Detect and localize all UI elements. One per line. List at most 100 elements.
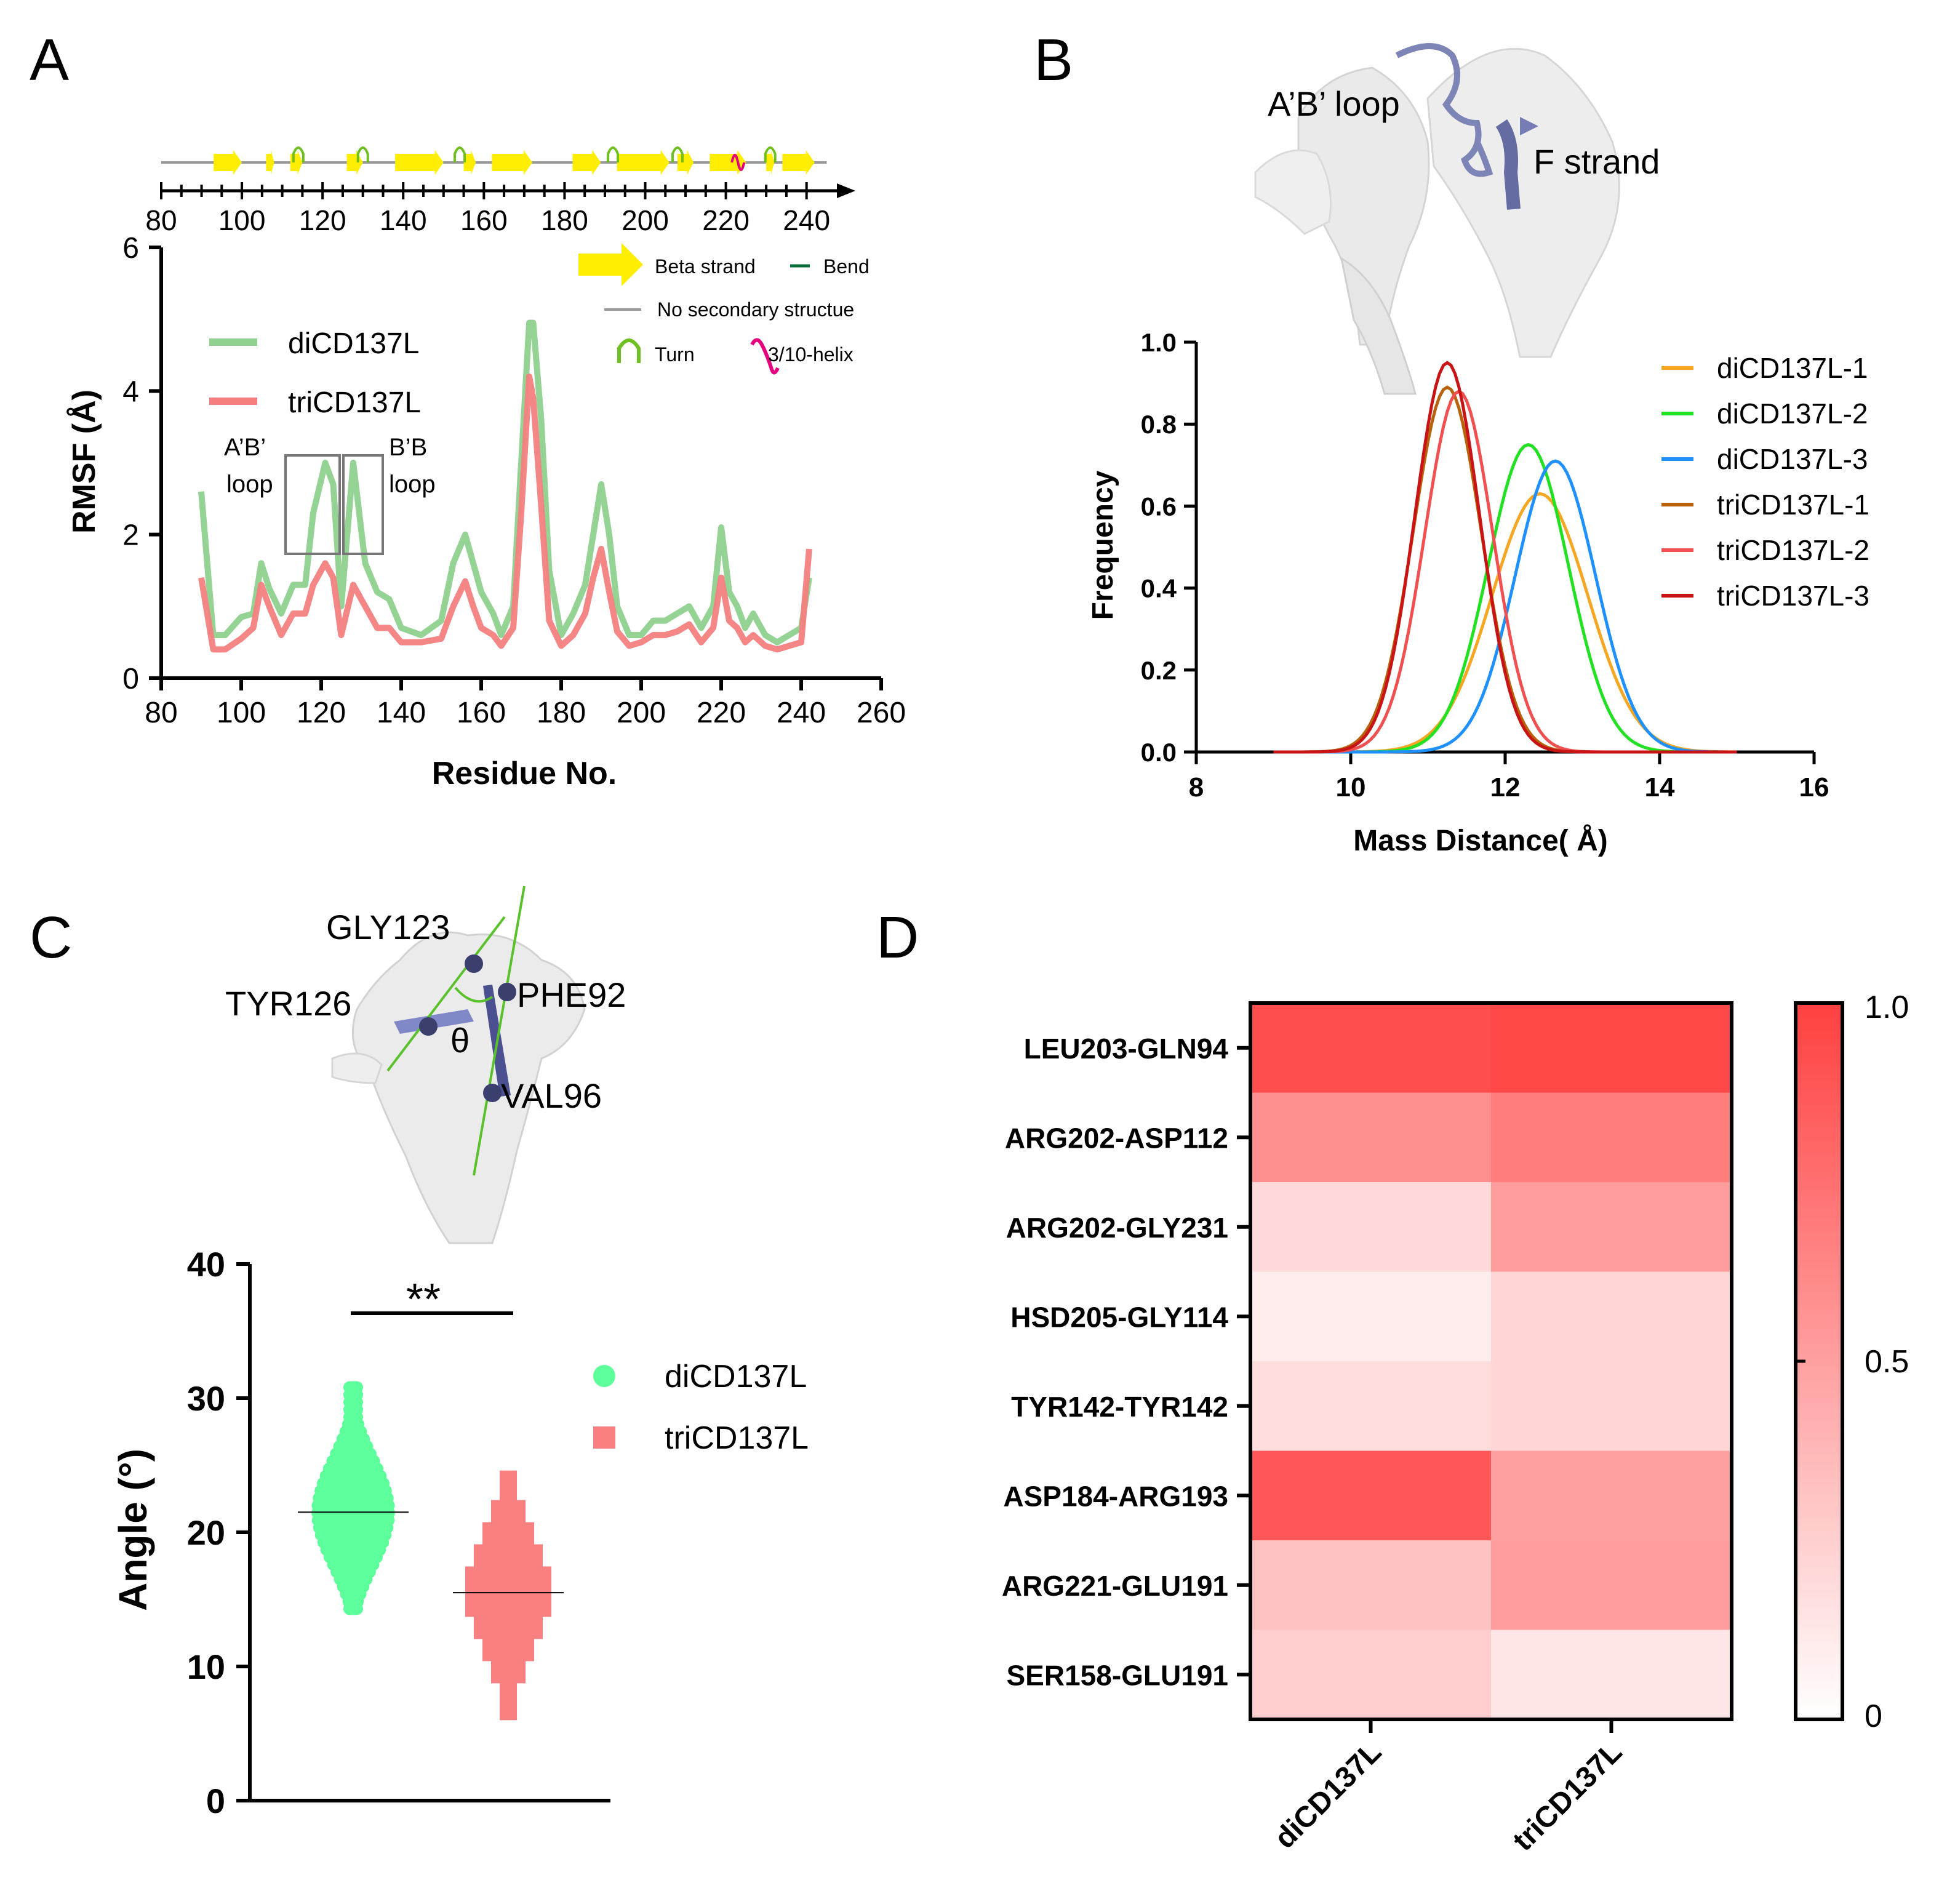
b-legend-label: diCD137L-2 (1717, 398, 1868, 430)
ss-legend-turn: Turn (655, 343, 695, 366)
a-y-axis-title: RMSF (Å) (66, 390, 102, 534)
heatmap-cell (1491, 1182, 1732, 1272)
beta-strand (492, 150, 532, 175)
heatmap-row-label: TYR142-TYR142 (1011, 1391, 1228, 1423)
bb-loop-box (342, 454, 384, 555)
val96-atom (483, 1084, 502, 1102)
top-axis-label: 240 (783, 204, 830, 236)
angle-arc (454, 986, 494, 1003)
top-axis-label: 120 (299, 204, 346, 236)
heatmap-cell (1491, 1092, 1732, 1183)
heatmap-cell (1491, 1361, 1732, 1451)
b-loop-label: A’B’ loop (1268, 84, 1400, 123)
heatmap: LEU203-GLN94 ARG202-ASP112 ARG202-GLY231 HS… (1002, 1001, 1733, 1857)
a-y-tick-label: 4 (122, 375, 139, 408)
heatmap-cell (1250, 1092, 1492, 1183)
ss-legend-none: No secondary structue (657, 298, 854, 321)
top-axis-label: 180 (541, 204, 588, 236)
c-legend-diCD137L: diCD137L (665, 1359, 807, 1394)
ss-legend-bend: Bend (823, 255, 870, 278)
ab-loop-ribbon (1395, 43, 1493, 177)
tyr126-atom (419, 1017, 438, 1036)
structure-right-domain (1426, 47, 1620, 358)
distance-legend: diCD137L-1 diCD137L-2 diCD137L-3 triCD137L-… (1661, 352, 1869, 612)
c-label-phe92: PHE92 (517, 975, 626, 1014)
heatmap-cell (1491, 1450, 1732, 1541)
panel-label-b: B (1034, 27, 1073, 93)
b-legend-label: triCD137L-3 (1717, 580, 1869, 612)
beta-strand (677, 150, 694, 175)
a-x-tick-label: 140 (377, 697, 426, 729)
a-x-tick-label: 100 (217, 697, 266, 729)
ss-legend-beta: Beta strand (655, 255, 756, 278)
colorbar-label-min: 0 (1865, 1698, 1882, 1734)
ab-loop-box (284, 454, 341, 555)
heatmap-row-label: SER158-GLU191 (1007, 1659, 1229, 1691)
ab-loop-label-2: loop (226, 471, 273, 498)
beta-strand (782, 150, 815, 175)
c-y-axis-title: Angle (°) (111, 1449, 155, 1611)
heatmap-cell (1491, 1003, 1732, 1093)
turn (607, 146, 620, 162)
heatmap-cell (1250, 1450, 1492, 1541)
angle-legend: diCD137L triCD137L (593, 1359, 809, 1456)
panel-a: A 80 100 120 140 160 180 200 220 240 Beta strand… (30, 27, 906, 791)
turn (356, 146, 369, 162)
b-x-tick-label: 14 (1645, 772, 1675, 802)
top-axis-label: 140 (380, 204, 427, 236)
protein-structure-b (1254, 43, 1620, 395)
legend-marker-triCD137L (593, 1426, 615, 1449)
structure-left-lobe (1254, 149, 1332, 235)
rmsf-legend: diCD137L triCD137L (209, 327, 421, 419)
significance-stars: ** (406, 1275, 441, 1324)
b-legend-label: diCD137L-1 (1717, 352, 1868, 384)
phe92-atom (498, 983, 516, 1001)
b-legend-label: triCD137L-1 (1717, 489, 1869, 521)
heatmap-row-label: ARG202-GLY231 (1006, 1212, 1228, 1244)
c-legend-triCD137L: triCD137L (665, 1420, 809, 1456)
structure-stem (1340, 256, 1417, 395)
beta-strand (572, 150, 601, 175)
a-x-axis-title: Residue No. (432, 756, 617, 791)
c-label-gly123: GLY123 (326, 908, 450, 946)
heatmap-col-label: diCD137L (1268, 1735, 1388, 1855)
b-y-tick-label: 0.2 (1141, 656, 1177, 685)
top-axis-label: 200 (622, 204, 669, 236)
angle-plot: 0 10 20 30 40 (187, 1245, 610, 1820)
panel-label-c: C (30, 905, 72, 970)
heatmap-row-label: HSD205-GLY114 (1010, 1301, 1228, 1333)
top-axis-label: 80 (145, 204, 177, 236)
b-y-tick-label: 0.4 (1141, 574, 1177, 603)
a-x-tick-label: 80 (145, 697, 177, 729)
heatmap-cell (1250, 1540, 1492, 1630)
turn (764, 146, 777, 162)
heatmap-col-label: triCD137L (1506, 1735, 1628, 1857)
turn (292, 146, 305, 162)
f-strand-ribbon (1495, 119, 1521, 210)
beta-strand (266, 150, 274, 175)
a-x-tick-label: 160 (457, 697, 506, 729)
heatmap-cell (1491, 1271, 1732, 1362)
legend-label-diCD137L: diCD137L (288, 327, 419, 360)
b-legend-label: triCD137L-2 (1717, 534, 1869, 566)
b-y-tick-label: 0.0 (1141, 738, 1177, 767)
b-y-tick-label: 1.0 (1141, 328, 1177, 357)
a-y-tick-label: 6 (122, 232, 139, 265)
top-residue-axis: 80 100 120 140 160 180 200 220 240 (145, 182, 855, 236)
b-strand-label: F strand (1533, 142, 1660, 181)
dist-curve-diCD137L-3 (1273, 459, 1737, 754)
heatmap-row-label: ARG202-ASP112 (1005, 1122, 1228, 1154)
a-y-tick-label: 2 (122, 519, 139, 552)
c-y-tick-label: 30 (187, 1379, 225, 1418)
c-label-theta: θ (450, 1021, 470, 1060)
rmsf-plot: 80 100 120 140 160 180 200 220 240 260 0 2 4 6 (122, 232, 906, 729)
b-y-tick-label: 0.8 (1141, 410, 1177, 439)
beta-strand (617, 150, 670, 175)
beta-strand (766, 150, 775, 175)
turn (671, 146, 684, 162)
ss-legend-helix: 3/10-helix (768, 343, 854, 366)
legend-label-triCD137L: triCD137L (288, 386, 421, 419)
ab-loop-label-1: A’B’ (224, 434, 266, 461)
helix-icon (750, 338, 780, 375)
